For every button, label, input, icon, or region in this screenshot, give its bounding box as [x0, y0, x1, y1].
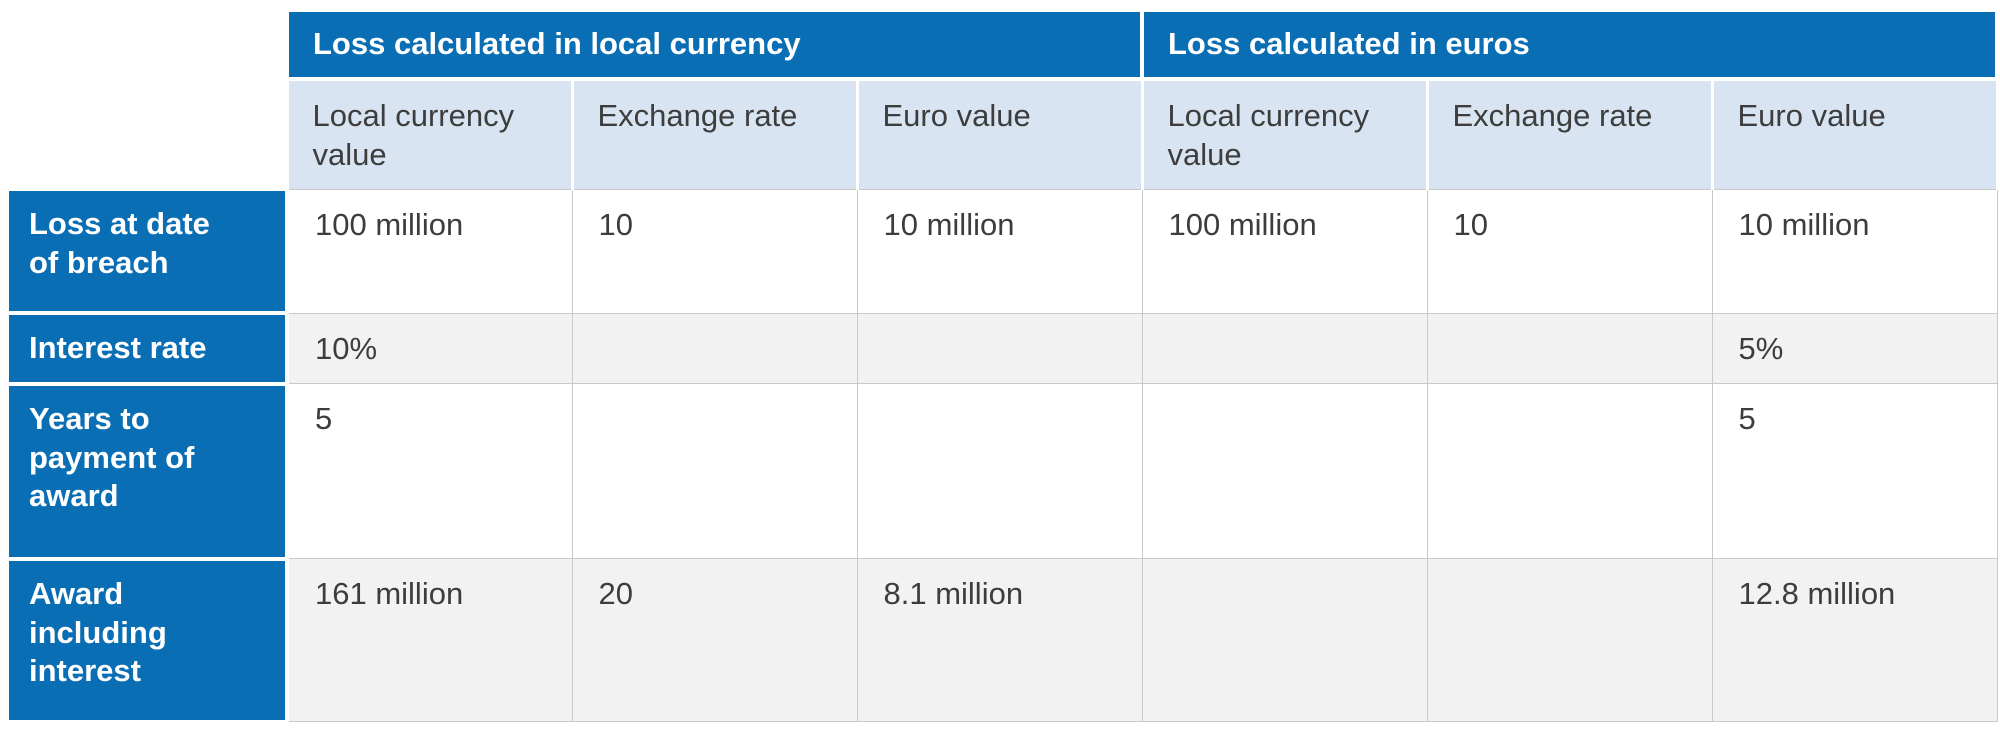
row-header: Years to payment of award — [5, 381, 289, 561]
table-cell: 20 — [571, 558, 858, 723]
row-header: Award including interest — [5, 556, 289, 724]
row-header: Interest rate — [5, 311, 289, 386]
row-header: Loss at date of breach — [5, 187, 289, 315]
table-row-loss-at-date-of-breach: Loss at date of breach 100 million 10 10… — [5, 187, 1998, 315]
table-cell — [856, 312, 1143, 385]
corner-cell — [7, 10, 287, 189]
table-cell: 100 million — [1141, 188, 1428, 314]
table-cell — [1426, 383, 1713, 560]
column-header-euro-value-2: Euro value — [1710, 78, 1999, 190]
table-cell: 5 — [1711, 383, 1998, 560]
table-cell — [1141, 558, 1428, 723]
column-header-row: Local currency value Exchange rate Euro … — [7, 78, 1999, 190]
group-header-local-currency: Loss calculated in local currency — [285, 8, 1144, 81]
table-cell: 12.8 million — [1711, 558, 1998, 723]
table-cell — [1141, 312, 1428, 385]
table-cell: 161 million — [286, 558, 573, 723]
table-cell — [571, 312, 858, 385]
table-cell: 5 — [286, 383, 573, 560]
table-cell: 10 — [571, 188, 858, 314]
table-cell: 10% — [286, 312, 573, 385]
table-cell — [1141, 383, 1428, 560]
column-header-local-currency-value-2: Local currency value — [1140, 78, 1429, 190]
table-row-interest-rate: Interest rate 10% 5% — [5, 311, 1998, 386]
table-cell: 100 million — [286, 188, 573, 314]
column-header-euro-value-1: Euro value — [855, 78, 1144, 190]
column-header-exchange-rate-1: Exchange rate — [570, 78, 859, 190]
table-cell — [856, 383, 1143, 560]
table-row-award-including-interest: Award including interest 161 million 20 … — [5, 556, 1998, 724]
table-cell — [571, 383, 858, 560]
table-cell: 8.1 million — [856, 558, 1143, 723]
table-cell: 10 — [1426, 188, 1713, 314]
table-cell: 10 million — [856, 188, 1143, 314]
loss-comparison-table: Loss calculated in local currency Loss c… — [5, 8, 1999, 724]
column-header-local-currency-value-1: Local currency value — [285, 78, 574, 190]
column-header-exchange-rate-2: Exchange rate — [1425, 78, 1714, 190]
table-cell — [1426, 312, 1713, 385]
group-header-row: Loss calculated in local currency Loss c… — [7, 8, 1999, 189]
group-header-euros: Loss calculated in euros — [1140, 8, 1999, 81]
table-cell: 5% — [1711, 312, 1998, 385]
table-row-years-to-payment: Years to payment of award 5 5 — [5, 381, 1998, 561]
table-cell — [1426, 558, 1713, 723]
table-cell: 10 million — [1711, 188, 1998, 314]
